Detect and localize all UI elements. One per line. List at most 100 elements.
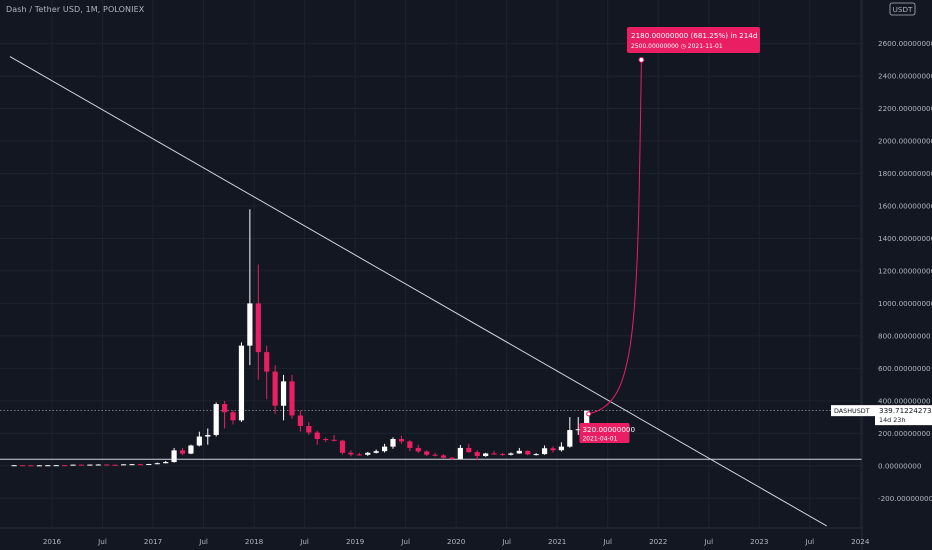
candle-body bbox=[297, 415, 303, 427]
last-price-box bbox=[875, 405, 932, 426]
candle-body bbox=[238, 345, 245, 421]
projection-start-point[interactable] bbox=[586, 411, 592, 417]
candle-body bbox=[205, 434, 211, 437]
currency-badge: USDT bbox=[893, 5, 913, 14]
candle-body bbox=[264, 352, 270, 372]
candle-body bbox=[272, 371, 278, 406]
x-tick-label: 2022 bbox=[649, 537, 667, 546]
symbol-label: DASHUSDT bbox=[834, 407, 870, 415]
y-tick-label: -200.00000000 bbox=[878, 494, 932, 503]
y-tick-label: 2000.00000000 bbox=[878, 137, 932, 146]
y-tick-label: 200.00000000 bbox=[878, 429, 931, 438]
time-axis[interactable]: 2016 Jul 2017 Jul 2018 Jul 2019 Jul 2020 Jul 2021 J… bbox=[0, 527, 870, 546]
y-tick-label: 1000.00000000 bbox=[878, 299, 932, 308]
y-tick-label: 1600.00000000 bbox=[878, 201, 932, 210]
candle-body bbox=[558, 446, 565, 451]
candle-body bbox=[440, 455, 447, 458]
x-tick-label: 2020 bbox=[447, 537, 466, 546]
candle-body bbox=[356, 454, 362, 456]
x-tick-label: 2019 bbox=[346, 537, 365, 546]
candle-body bbox=[466, 447, 472, 453]
candle-body bbox=[584, 410, 590, 430]
candle-body bbox=[154, 463, 160, 465]
x-tick-label: 2017 bbox=[144, 537, 162, 546]
candle-body bbox=[575, 429, 581, 431]
candle-body bbox=[314, 432, 320, 440]
candle-body bbox=[171, 450, 177, 463]
candle-body bbox=[516, 450, 522, 454]
x-tick-label: Jul bbox=[299, 537, 309, 546]
candle-body bbox=[499, 454, 506, 456]
currency-badge-box[interactable] bbox=[889, 2, 916, 16]
projection-start-date: 2021-04-01 bbox=[582, 436, 617, 443]
projection-curve[interactable] bbox=[588, 59, 642, 415]
y-tick-label: 400.00000000 bbox=[878, 396, 931, 405]
y-tick-label: 600.00000000 bbox=[878, 364, 931, 373]
candle-body bbox=[508, 453, 514, 455]
last-price-value: 339.71224273 bbox=[879, 406, 932, 415]
symbol-label-box bbox=[831, 405, 875, 417]
candle-body bbox=[53, 465, 59, 467]
y-tick-label: 0.00000000 bbox=[878, 461, 922, 470]
x-tick-label: 2024 bbox=[851, 537, 870, 546]
x-tick-label: Jul bbox=[97, 537, 107, 546]
y-tick-label: 1800.00000000 bbox=[878, 169, 932, 178]
candle-body bbox=[222, 404, 228, 413]
grid bbox=[0, 0, 862, 528]
price-axis[interactable]: 2600.00000000 2400.00000000 2200.00000000 2… bbox=[878, 39, 932, 503]
candle-body bbox=[95, 464, 101, 466]
chart-title: Dash / Tether USD, 1M, POLONIEX bbox=[6, 5, 145, 14]
y-tick-label: 800.00000000 bbox=[878, 331, 931, 340]
candle-body bbox=[331, 439, 337, 441]
x-tick-label: 2021 bbox=[548, 537, 566, 546]
candle-body bbox=[45, 465, 51, 467]
candle-body bbox=[188, 445, 194, 454]
candle-body bbox=[196, 436, 202, 446]
y-tick-label: 1400.00000000 bbox=[878, 234, 932, 243]
candle-body bbox=[163, 462, 169, 464]
horizontal-levels bbox=[0, 410, 862, 460]
candle-body bbox=[407, 441, 413, 448]
projection[interactable]: 2180.00000000 (681.25%) in 214d 2500.0000… bbox=[579, 27, 760, 443]
candle-body bbox=[28, 465, 34, 467]
candle-body bbox=[137, 464, 144, 466]
x-tick-label: 2023 bbox=[750, 537, 768, 546]
projection-label-box bbox=[627, 27, 760, 53]
trendline[interactable] bbox=[9, 56, 827, 527]
y-tick-label: 2200.00000000 bbox=[878, 104, 932, 113]
candle-body bbox=[11, 465, 17, 467]
y-tick-label: 2600.00000000 bbox=[878, 39, 932, 48]
candle-body bbox=[550, 448, 556, 451]
x-tick-label: Jul bbox=[703, 537, 713, 546]
candle-body bbox=[365, 452, 371, 455]
candle-body bbox=[36, 465, 42, 467]
candle-body bbox=[255, 303, 261, 353]
projection-target-point[interactable] bbox=[638, 56, 645, 63]
candle-body bbox=[348, 452, 354, 455]
y-tick-label: 1200.00000000 bbox=[878, 266, 932, 275]
candle-body bbox=[390, 439, 396, 447]
projection-label-text: 2180.00000000 (681.25%) in 214d bbox=[631, 31, 757, 40]
x-tick-label: Jul bbox=[602, 537, 612, 546]
x-tick-label: 2018 bbox=[245, 537, 264, 546]
candle-body bbox=[491, 453, 497, 455]
candle-body bbox=[70, 464, 76, 466]
x-tick-label: Jul bbox=[400, 537, 410, 546]
x-tick-label: 2016 bbox=[43, 537, 62, 546]
candle-body bbox=[339, 440, 346, 453]
candle-body bbox=[247, 303, 253, 346]
candle-body bbox=[19, 465, 26, 467]
projection-target-text: 2500.00000000 ◷ 2021-11-01 bbox=[631, 43, 723, 50]
candle-body bbox=[533, 454, 539, 456]
candle-body bbox=[289, 381, 295, 416]
candle-body bbox=[146, 464, 152, 466]
trendline-line[interactable] bbox=[9, 56, 827, 527]
candle-body bbox=[373, 451, 379, 453]
candle-body bbox=[415, 447, 421, 452]
candle-body bbox=[112, 464, 118, 466]
candle-body bbox=[432, 454, 438, 456]
candle-body bbox=[306, 426, 312, 433]
